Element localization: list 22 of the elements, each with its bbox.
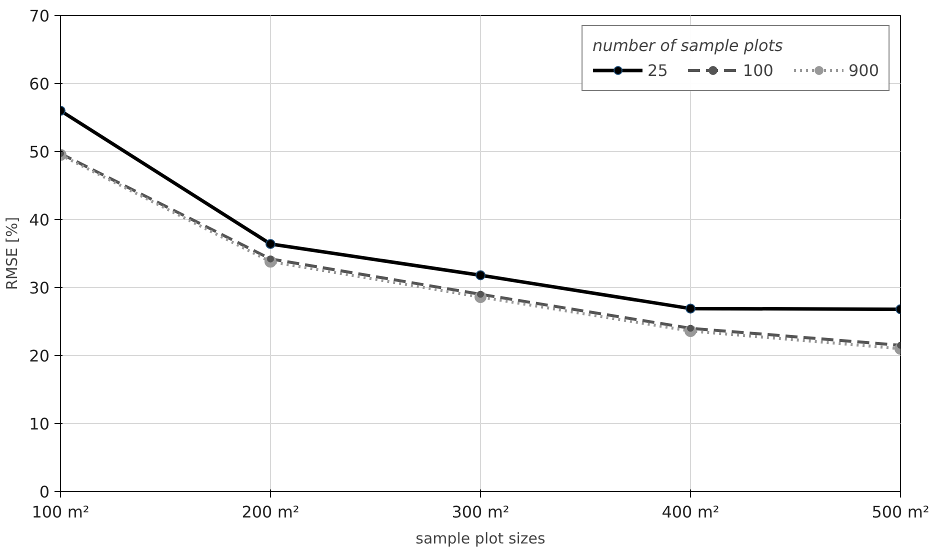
y-tick-label: 10: [29, 414, 50, 434]
x-tick-label: 400 m²: [662, 502, 720, 522]
y-tick-label: 40: [29, 210, 50, 230]
y-tick-label: 70: [29, 6, 50, 26]
y-tick-label: 50: [29, 142, 50, 162]
x-axis-title: sample plot sizes: [416, 530, 546, 548]
legend-label: 900: [848, 60, 879, 80]
legend-label: 100: [742, 60, 774, 80]
x-tick-label: 300 m²: [452, 502, 510, 522]
x-tick-label: 100 m²: [32, 502, 90, 522]
point: [266, 238, 276, 249]
y-tick-label: 60: [29, 74, 50, 94]
y-axis-title: RMSE [%]: [3, 216, 22, 290]
legend-title: number of sample plots: [592, 36, 784, 55]
y-tick-label: 30: [29, 278, 50, 298]
y-tick-label: 20: [29, 346, 50, 366]
point: [686, 304, 696, 314]
x-tick-label: 500 m²: [872, 502, 930, 522]
y-tick-label: 0: [39, 482, 50, 502]
point: [476, 270, 486, 280]
x-tick-label: 200 m²: [242, 502, 300, 522]
legend-label: 25: [648, 60, 668, 80]
